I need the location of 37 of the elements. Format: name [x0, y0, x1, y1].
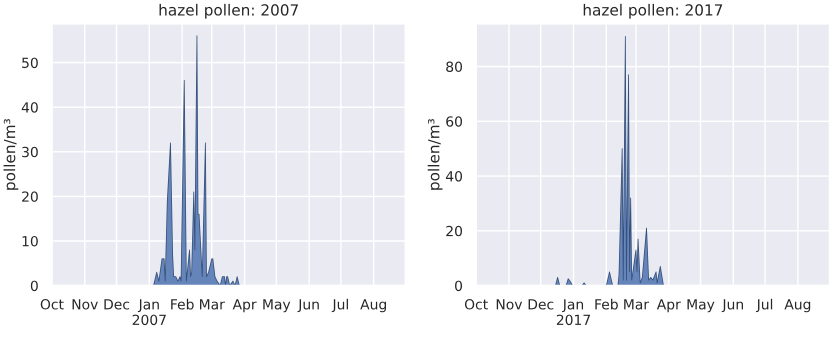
chart-title: hazel pollen: 2007	[160, 4, 298, 19]
x-tick-label: Jan 2017	[556, 299, 590, 326]
x-tick-label: May	[688, 299, 714, 312]
x-tick-label: Mar	[624, 299, 650, 310]
y-tick-label: 60	[446, 116, 462, 127]
x-tick-label: Mar	[200, 299, 225, 310]
x-tick-label: Feb	[171, 298, 194, 310]
y-tick-label: 10	[22, 236, 38, 246]
chart-title: hazel pollen: 2017	[584, 4, 722, 19]
x-tick-label: Jun	[722, 299, 743, 312]
y-tick-label: 80	[446, 61, 462, 72]
x-tick-label: Dec	[104, 299, 130, 310]
x-tick-label: Jul	[332, 298, 348, 312]
x-tick-label: Oct	[464, 299, 488, 310]
x-tick-label: Aug	[360, 299, 386, 312]
y-tick-label: 50	[22, 58, 38, 68]
x-tick-label: Oct	[40, 299, 64, 310]
x-tick-label: Nov	[72, 299, 98, 310]
x-tick-label: May	[263, 299, 290, 312]
x-tick-label: Jul	[756, 298, 772, 312]
x-tick-label: Aug	[784, 299, 810, 312]
y-tick-label: 20	[22, 191, 38, 202]
y-tick-label: 20	[446, 226, 462, 236]
y-axis-title: pollen/m³	[4, 119, 18, 190]
y-tick-label: 40	[22, 102, 38, 113]
y-tick-label: 0	[455, 280, 462, 292]
y-axis-title: pollen/m³	[428, 119, 442, 190]
y-tick-label: 40	[446, 171, 462, 182]
y-tick-label: 0	[30, 280, 38, 292]
x-tick-label: Jun	[298, 299, 319, 312]
x-tick-label: Jan 2007	[132, 299, 166, 326]
x-tick-label: Feb	[595, 298, 618, 310]
x-tick-label: Dec	[528, 299, 554, 310]
y-tick-label: 30	[22, 146, 38, 158]
x-tick-label: Nov	[496, 299, 522, 310]
x-tick-label: Apr	[232, 299, 257, 312]
x-tick-label: Apr	[656, 299, 681, 312]
